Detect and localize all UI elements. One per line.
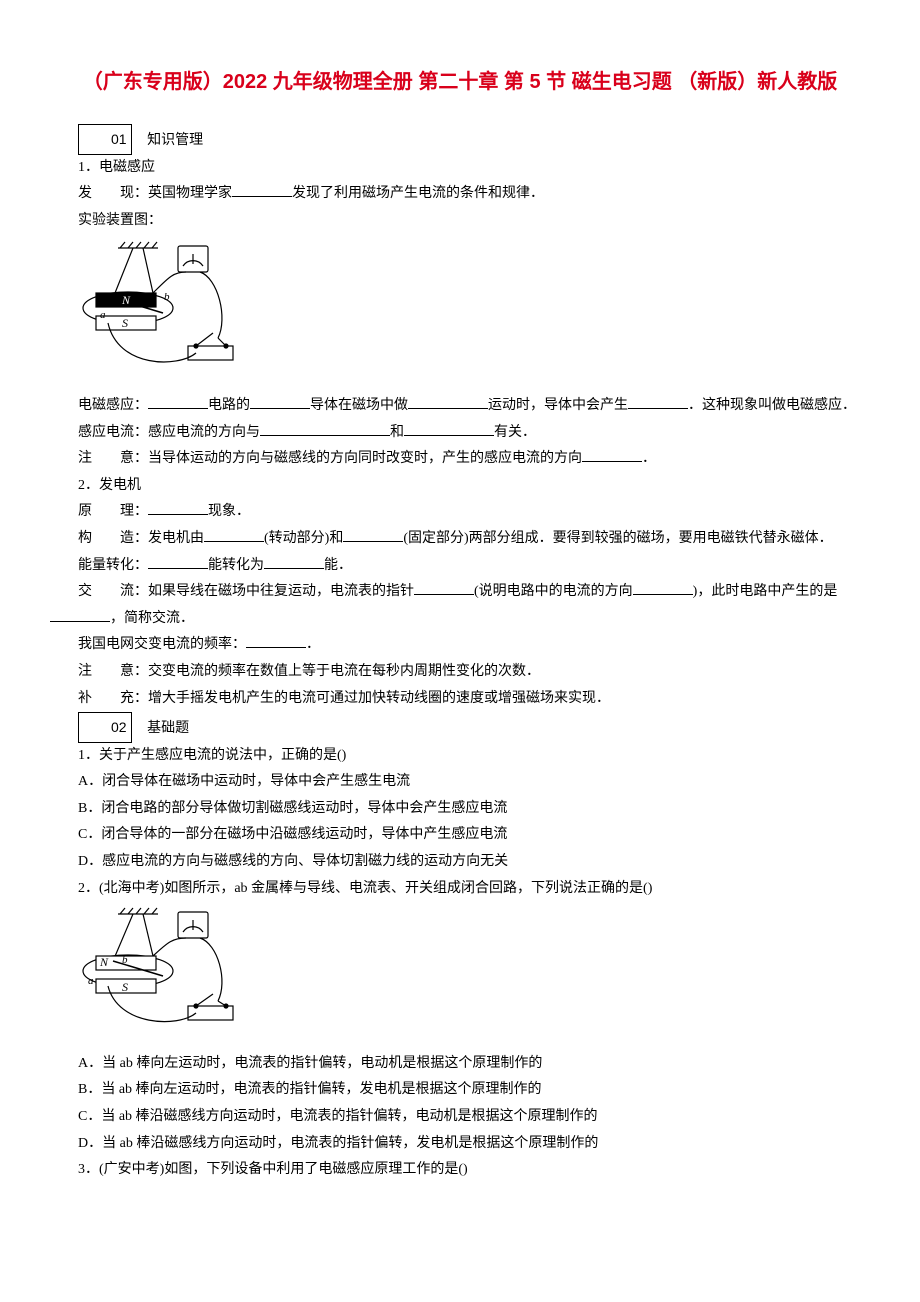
- q1-stem: 1．关于产生感应电流的说法中，正确的是(): [50, 743, 870, 770]
- q2-option-c: C．当 ab 棒沿磁感线方向运动时，电流表的指针偏转，电动机是根据这个原理制作的: [50, 1104, 870, 1131]
- energy-b: 能转化为: [208, 558, 264, 573]
- freq-a: 我国电网交变电流的频率：: [78, 637, 246, 652]
- blank: [414, 580, 474, 595]
- fig2-label-S: S: [122, 980, 128, 994]
- q2-stem: 2．(北海中考)如图所示，ab 金属棒与导线、电流表、开关组成闭合回路，下列说法…: [50, 876, 870, 903]
- section-01-label: 知识管理: [147, 131, 203, 147]
- blank: [408, 394, 488, 409]
- heading-2: 2．发电机: [50, 473, 870, 500]
- discover-label: 发 现：英国物理学家: [78, 186, 232, 201]
- q2-option-a: A．当 ab 棒向左运动时，电流表的指针偏转，电动机是根据这个原理制作的: [50, 1051, 870, 1078]
- ind-b: 和: [390, 425, 404, 440]
- note-a: 注 意：当导体运动的方向与磁感线的方向同时改变时，产生的感应电流的方向: [78, 451, 582, 466]
- heading-1: 1．电磁感应: [50, 155, 870, 182]
- blank: [148, 554, 208, 569]
- blank: [628, 394, 688, 409]
- ind-a: 感应电流：感应电流的方向与: [78, 425, 260, 440]
- line-freq: 我国电网交变电流的频率： ．: [50, 632, 870, 659]
- fig2-label-N: N: [99, 955, 109, 969]
- fig-label-a: a: [100, 309, 106, 321]
- blank: [246, 633, 306, 648]
- blank: [264, 554, 324, 569]
- emi-e: ．这种现象叫做电磁感应．: [688, 398, 856, 413]
- line-induced: 感应电流：感应电流的方向与 和 有关．: [50, 420, 870, 447]
- blank: [148, 394, 208, 409]
- section-02-num: 02: [78, 712, 132, 743]
- doc-title: （广东专用版）2022 九年级物理全册 第二十章 第 5 节 磁生电习题 （新版…: [50, 60, 870, 104]
- line-emi: 电磁感应： 电路的 导体在磁场中做 运动时，导体中会产生 ．这种现象叫做电磁感应．: [50, 393, 870, 420]
- emi-a: 电磁感应：: [78, 398, 148, 413]
- line-note2: 注 意：交变电流的频率在数值上等于电流在每秒内周期性变化的次数．: [50, 659, 870, 686]
- line-principle: 原 理： 现象．: [50, 499, 870, 526]
- blank: [404, 421, 494, 436]
- energy-a: 能量转化：: [78, 558, 148, 573]
- struct-b: (转动部分)和: [264, 531, 343, 546]
- q1-option-b: B．闭合电路的部分导体做切割磁感线运动时，导体中会产生感应电流: [50, 796, 870, 823]
- q1-option-c: C．闭合导体的一部分在磁场中沿磁感线运动时，导体中产生感应电流: [50, 822, 870, 849]
- blank: [633, 580, 693, 595]
- emi-c: 导体在磁场中做: [310, 398, 408, 413]
- q1-option-a: A．闭合导体在磁场中运动时，导体中会产生感生电流: [50, 769, 870, 796]
- ac-a: 交 流：如果导线在磁场中往复运动，电流表的指针: [78, 584, 414, 599]
- ac-c: )，此时电路中产生的是: [693, 584, 838, 599]
- line-energy: 能量转化： 能转化为 能．: [50, 553, 870, 580]
- emi-d: 运动时，导体中会产生: [488, 398, 628, 413]
- line-structure: 构 造：发电机由 (转动部分)和 (固定部分)两部分组成．要得到较强的磁场，要用电磁…: [50, 526, 870, 553]
- blank: [260, 421, 390, 436]
- blank: [148, 500, 208, 515]
- fig-label-N: N: [121, 293, 131, 307]
- blank: [582, 447, 642, 462]
- discover-tail: 发现了利用磁场产生电流的条件和规律．: [292, 186, 544, 201]
- fig-label-S: S: [122, 316, 128, 330]
- line-note1: 注 意：当导体运动的方向与磁感线的方向同时改变时，产生的感应电流的方向 ．: [50, 446, 870, 473]
- note-b: ．: [642, 451, 656, 466]
- line-supp: 补 充：增大手摇发电机产生的电流可通过加快转动线圈的速度或增强磁场来实现．: [50, 686, 870, 713]
- blank: [50, 607, 110, 622]
- ind-c: 有关．: [494, 425, 536, 440]
- principle-a: 原 理：: [78, 504, 148, 519]
- q1-option-d: D．感应电流的方向与磁感线的方向、导体切割磁力线的运动方向无关: [50, 849, 870, 876]
- fig2-label-b: b: [122, 954, 128, 966]
- fig-label-b: b: [164, 291, 170, 303]
- line-discover: 发 现：英国物理学家 发现了利用磁场产生电流的条件和规律．: [50, 181, 870, 208]
- experiment-figure-1: N S a b: [78, 238, 870, 389]
- section-02-label: 基础题: [147, 719, 189, 735]
- section-01-header: 01 知识管理: [50, 124, 870, 155]
- principle-b: 现象．: [208, 504, 250, 519]
- struct-a: 构 造：发电机由: [78, 531, 204, 546]
- q3-stem: 3．(广安中考)如图，下列设备中利用了电磁感应原理工作的是(): [50, 1157, 870, 1184]
- fig2-label-a: a: [88, 975, 94, 987]
- blank: [343, 527, 403, 542]
- section-01-num: 01: [78, 124, 132, 155]
- freq-b: ．: [306, 637, 320, 652]
- section-02-header: 02 基础题: [50, 712, 870, 743]
- ac-b: (说明电路中的电流的方向: [474, 584, 633, 599]
- emi-b: 电路的: [208, 398, 250, 413]
- experiment-figure-2: N S a b: [78, 906, 870, 1047]
- blank: [250, 394, 310, 409]
- line-ac: 交 流：如果导线在磁场中往复运动，电流表的指针 (说明电路中的电流的方向 )，此时电…: [50, 579, 870, 632]
- blank: [204, 527, 264, 542]
- q2-option-d: D．当 ab 棒沿磁感线方向运动时，电流表的指针偏转，发电机是根据这个原理制作的: [50, 1131, 870, 1158]
- energy-c: 能．: [324, 558, 352, 573]
- diagram-label: 实验装置图：: [50, 208, 870, 235]
- struct-c: (固定部分)两部分组成．要得到较强的磁场，要用电磁铁代替永磁体．: [403, 531, 832, 546]
- blank: [232, 182, 292, 197]
- ac-d: ，简称交流．: [110, 611, 194, 626]
- q2-option-b: B．当 ab 棒向左运动时，电流表的指针偏转，发电机是根据这个原理制作的: [50, 1077, 870, 1104]
